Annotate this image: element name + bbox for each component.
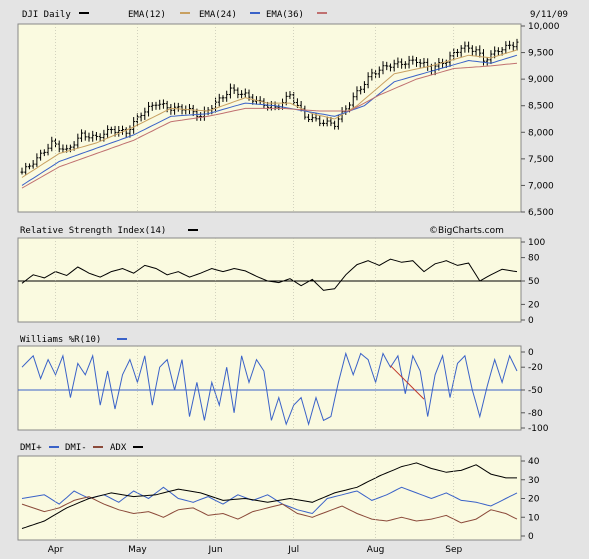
williams-line: [21, 351, 518, 427]
dmi-minus-legend: DMI-: [65, 443, 87, 453]
legend-ema36-swatch: [317, 12, 327, 14]
williams-legend-swatch: [117, 338, 127, 340]
williams-y-tick-label: -50: [528, 386, 543, 396]
dmi-plot-area: [17, 455, 522, 541]
price-plot-area: [17, 23, 522, 213]
williams-title: Williams %R(10): [20, 335, 101, 345]
price-y-tick-label: 9,000: [528, 75, 554, 85]
adx-swatch: [133, 446, 143, 448]
price-title: DJI Daily: [22, 10, 71, 20]
legend-ema12: EMA(12): [128, 10, 166, 20]
dmi-y-tick-label: 10: [528, 513, 540, 523]
rsi-title: Relative Strength Index(14): [20, 226, 166, 236]
dmi-y-ticks: 40 30 20 10 0: [521, 457, 540, 542]
bigcharts-watermark: ©BigCharts.com: [429, 226, 504, 236]
month-label: Jul: [287, 545, 299, 555]
williams-trend-annotation: [390, 365, 425, 400]
rsi-y-tick-label: 0: [528, 316, 534, 326]
rsi-y-tick-label: 80: [528, 254, 540, 264]
rsi-y-ticks: 100 80 50 20 0: [521, 238, 545, 326]
dmi-plus-swatch: [49, 446, 59, 448]
price-legend-swatch: [79, 12, 89, 14]
rsi-y-tick-label: 20: [528, 300, 540, 310]
ema36-line: [21, 62, 518, 189]
williams-y-tick-label: -20: [528, 363, 543, 373]
price-y-ticks: 10,000 9,500 9,000 8,500 8,000 7,500 7,000 6,50…: [521, 22, 560, 218]
williams-y-ticks: 0 -20 -50 -80 -100: [521, 348, 549, 434]
price-y-tick-label: 8,500: [528, 102, 554, 112]
month-label: Sep: [445, 545, 462, 555]
ema24-line: [21, 54, 518, 186]
dmi-y-tick-label: 0: [528, 532, 534, 542]
williams-plot-area: [17, 345, 522, 431]
price-y-tick-label: 7,500: [528, 155, 554, 165]
rsi-legend-swatch: [188, 229, 198, 231]
dmi-minus-swatch: [93, 446, 103, 448]
ema12-line: [21, 49, 518, 178]
legend-ema24-swatch: [250, 12, 260, 14]
price-y-tick-label: 10,000: [528, 22, 560, 32]
price-y-tick-label: 6,500: [528, 208, 554, 218]
rsi-plot-area: [17, 237, 522, 323]
price-series: [20, 38, 519, 189]
dmi-plus-legend: DMI+: [20, 443, 42, 453]
price-y-tick-label: 8,000: [528, 128, 554, 138]
chart-date: 9/11/09: [530, 10, 568, 20]
adx-line: [21, 462, 517, 529]
rsi-y-tick-label: 100: [528, 238, 545, 248]
month-label: Apr: [48, 545, 64, 555]
rsi-series: [18, 258, 521, 291]
price-y-tick-label: 7,000: [528, 181, 554, 191]
williams-y-tick-label: -100: [528, 424, 549, 434]
legend-ema12-swatch: [180, 12, 190, 14]
williams-y-tick-label: -80: [528, 409, 543, 419]
adx-legend: ADX: [110, 443, 127, 453]
rsi-y-tick-label: 50: [528, 277, 540, 287]
dmi-y-tick-label: 30: [528, 476, 540, 486]
williams-series: [18, 351, 521, 427]
price-y-tick-label: 9,500: [528, 49, 554, 59]
rsi-line: [21, 258, 518, 291]
month-axis: Apr May Jun Jul Aug Sep: [48, 24, 462, 555]
month-label: Aug: [367, 545, 385, 555]
dmi-series: [21, 462, 518, 529]
dmi-y-tick-label: 40: [528, 457, 540, 467]
legend-ema36: EMA(36): [266, 10, 304, 20]
williams-y-tick-label: 0: [528, 348, 534, 358]
legend-ema24: EMA(24): [199, 10, 237, 20]
month-label: Jun: [208, 545, 223, 555]
dmi-y-tick-label: 20: [528, 495, 540, 505]
month-label: May: [128, 545, 147, 555]
dmi-minus-line: [21, 496, 518, 524]
